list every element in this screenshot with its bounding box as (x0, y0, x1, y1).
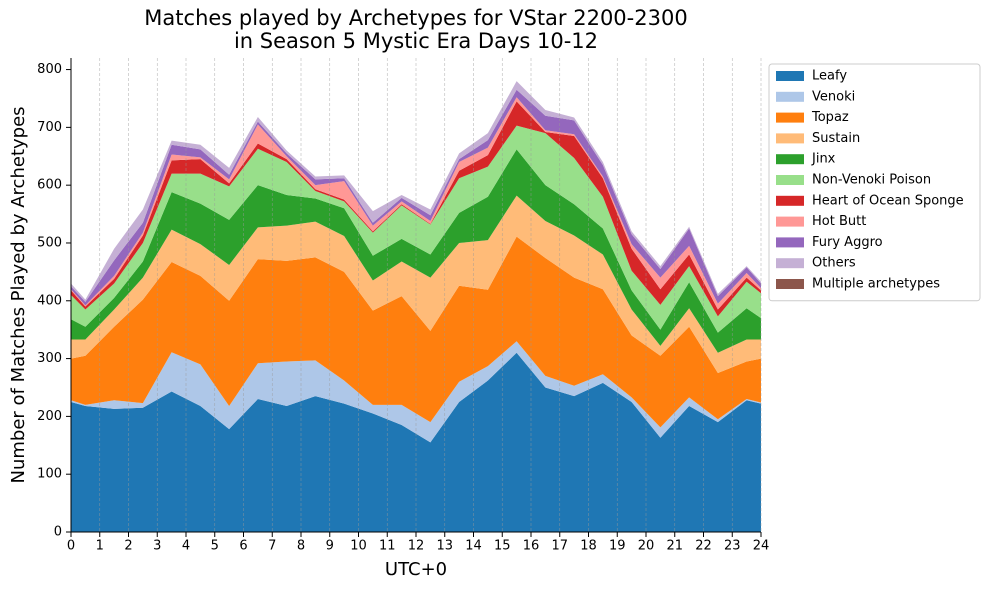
legend-label: Hot Butt (812, 214, 866, 229)
x-tick-label: 24 (753, 539, 770, 554)
x-tick-label: 18 (580, 539, 597, 554)
legend-swatch (776, 71, 804, 81)
legend-swatch (776, 112, 804, 123)
x-tick-label: 10 (350, 539, 367, 554)
x-tick-label: 17 (551, 539, 568, 554)
legend-label: Non-Venoki Poison (812, 173, 931, 188)
x-tick-label: 12 (408, 539, 425, 554)
legend-swatch (776, 133, 804, 144)
legend-swatch (776, 216, 804, 227)
area (71, 352, 761, 532)
area (71, 149, 761, 353)
y-axis-label: Number of Matches Played by Archetypes (8, 106, 29, 483)
x-tick-label: 9 (326, 539, 334, 554)
legend-swatch (776, 195, 804, 206)
legend-label: Venoki (812, 89, 855, 104)
y-tick-label: 500 (37, 235, 62, 250)
x-tick-label: 5 (211, 539, 219, 554)
legend-swatch (776, 279, 804, 289)
legend-swatch (776, 91, 804, 102)
x-tick-label: 3 (153, 539, 161, 554)
legend-label: Topaz (811, 110, 849, 125)
x-tick-label: 14 (465, 539, 482, 554)
y-tick-label: 300 (37, 351, 62, 366)
y-tick-label: 700 (37, 120, 62, 135)
legend-label: Leafy (812, 69, 847, 84)
y-tick-label: 200 (37, 409, 62, 424)
x-tick-label: 11 (379, 539, 396, 554)
x-tick-label: 13 (436, 539, 453, 554)
x-tick-label: 19 (609, 539, 626, 554)
legend-swatch (776, 258, 804, 269)
legend-swatch (776, 237, 804, 248)
legend-box (768, 63, 981, 302)
legend-label: Sustain (812, 131, 860, 146)
legend-label: Multiple archetypes (812, 277, 940, 292)
x-tick-label: 15 (494, 539, 511, 554)
chart-title: in Season 5 Mystic Era Days 10-12 (234, 29, 598, 53)
grid (70, 58, 762, 532)
legend-label: Others (812, 256, 856, 271)
x-tick-label: 6 (239, 539, 247, 554)
legend-label: Heart of Ocean Sponge (812, 193, 964, 208)
legend-label: Fury Aggro (812, 235, 883, 250)
y-tick-label: 800 (37, 62, 62, 77)
x-tick-label: 8 (297, 539, 305, 554)
y-tick-label: 600 (37, 178, 62, 193)
x-axis-label: UTC+0 (385, 559, 447, 580)
legend-swatch (776, 154, 804, 165)
x-tick-label: 22 (695, 539, 712, 554)
x-tick-label: 23 (724, 539, 741, 554)
x-tick-label: 4 (182, 539, 190, 554)
area (71, 341, 761, 443)
y-tick-label: 100 (37, 467, 62, 482)
y-tick-label: 0 (54, 525, 62, 540)
x-tick-label: 7 (268, 539, 276, 554)
legend-label: Jinx (811, 152, 836, 167)
chart-title: Matches played by Archetypes for VStar 2… (144, 6, 687, 30)
x-tick-label: 2 (124, 539, 132, 554)
x-tick-label: 20 (638, 539, 655, 554)
y-tick-label: 400 (37, 293, 62, 308)
x-tick-label: 0 (67, 539, 75, 554)
x-tick-label: 16 (523, 539, 540, 554)
x-tick-label: 21 (666, 539, 683, 554)
legend-swatch (776, 175, 804, 185)
x-tick-label: 1 (96, 539, 104, 554)
